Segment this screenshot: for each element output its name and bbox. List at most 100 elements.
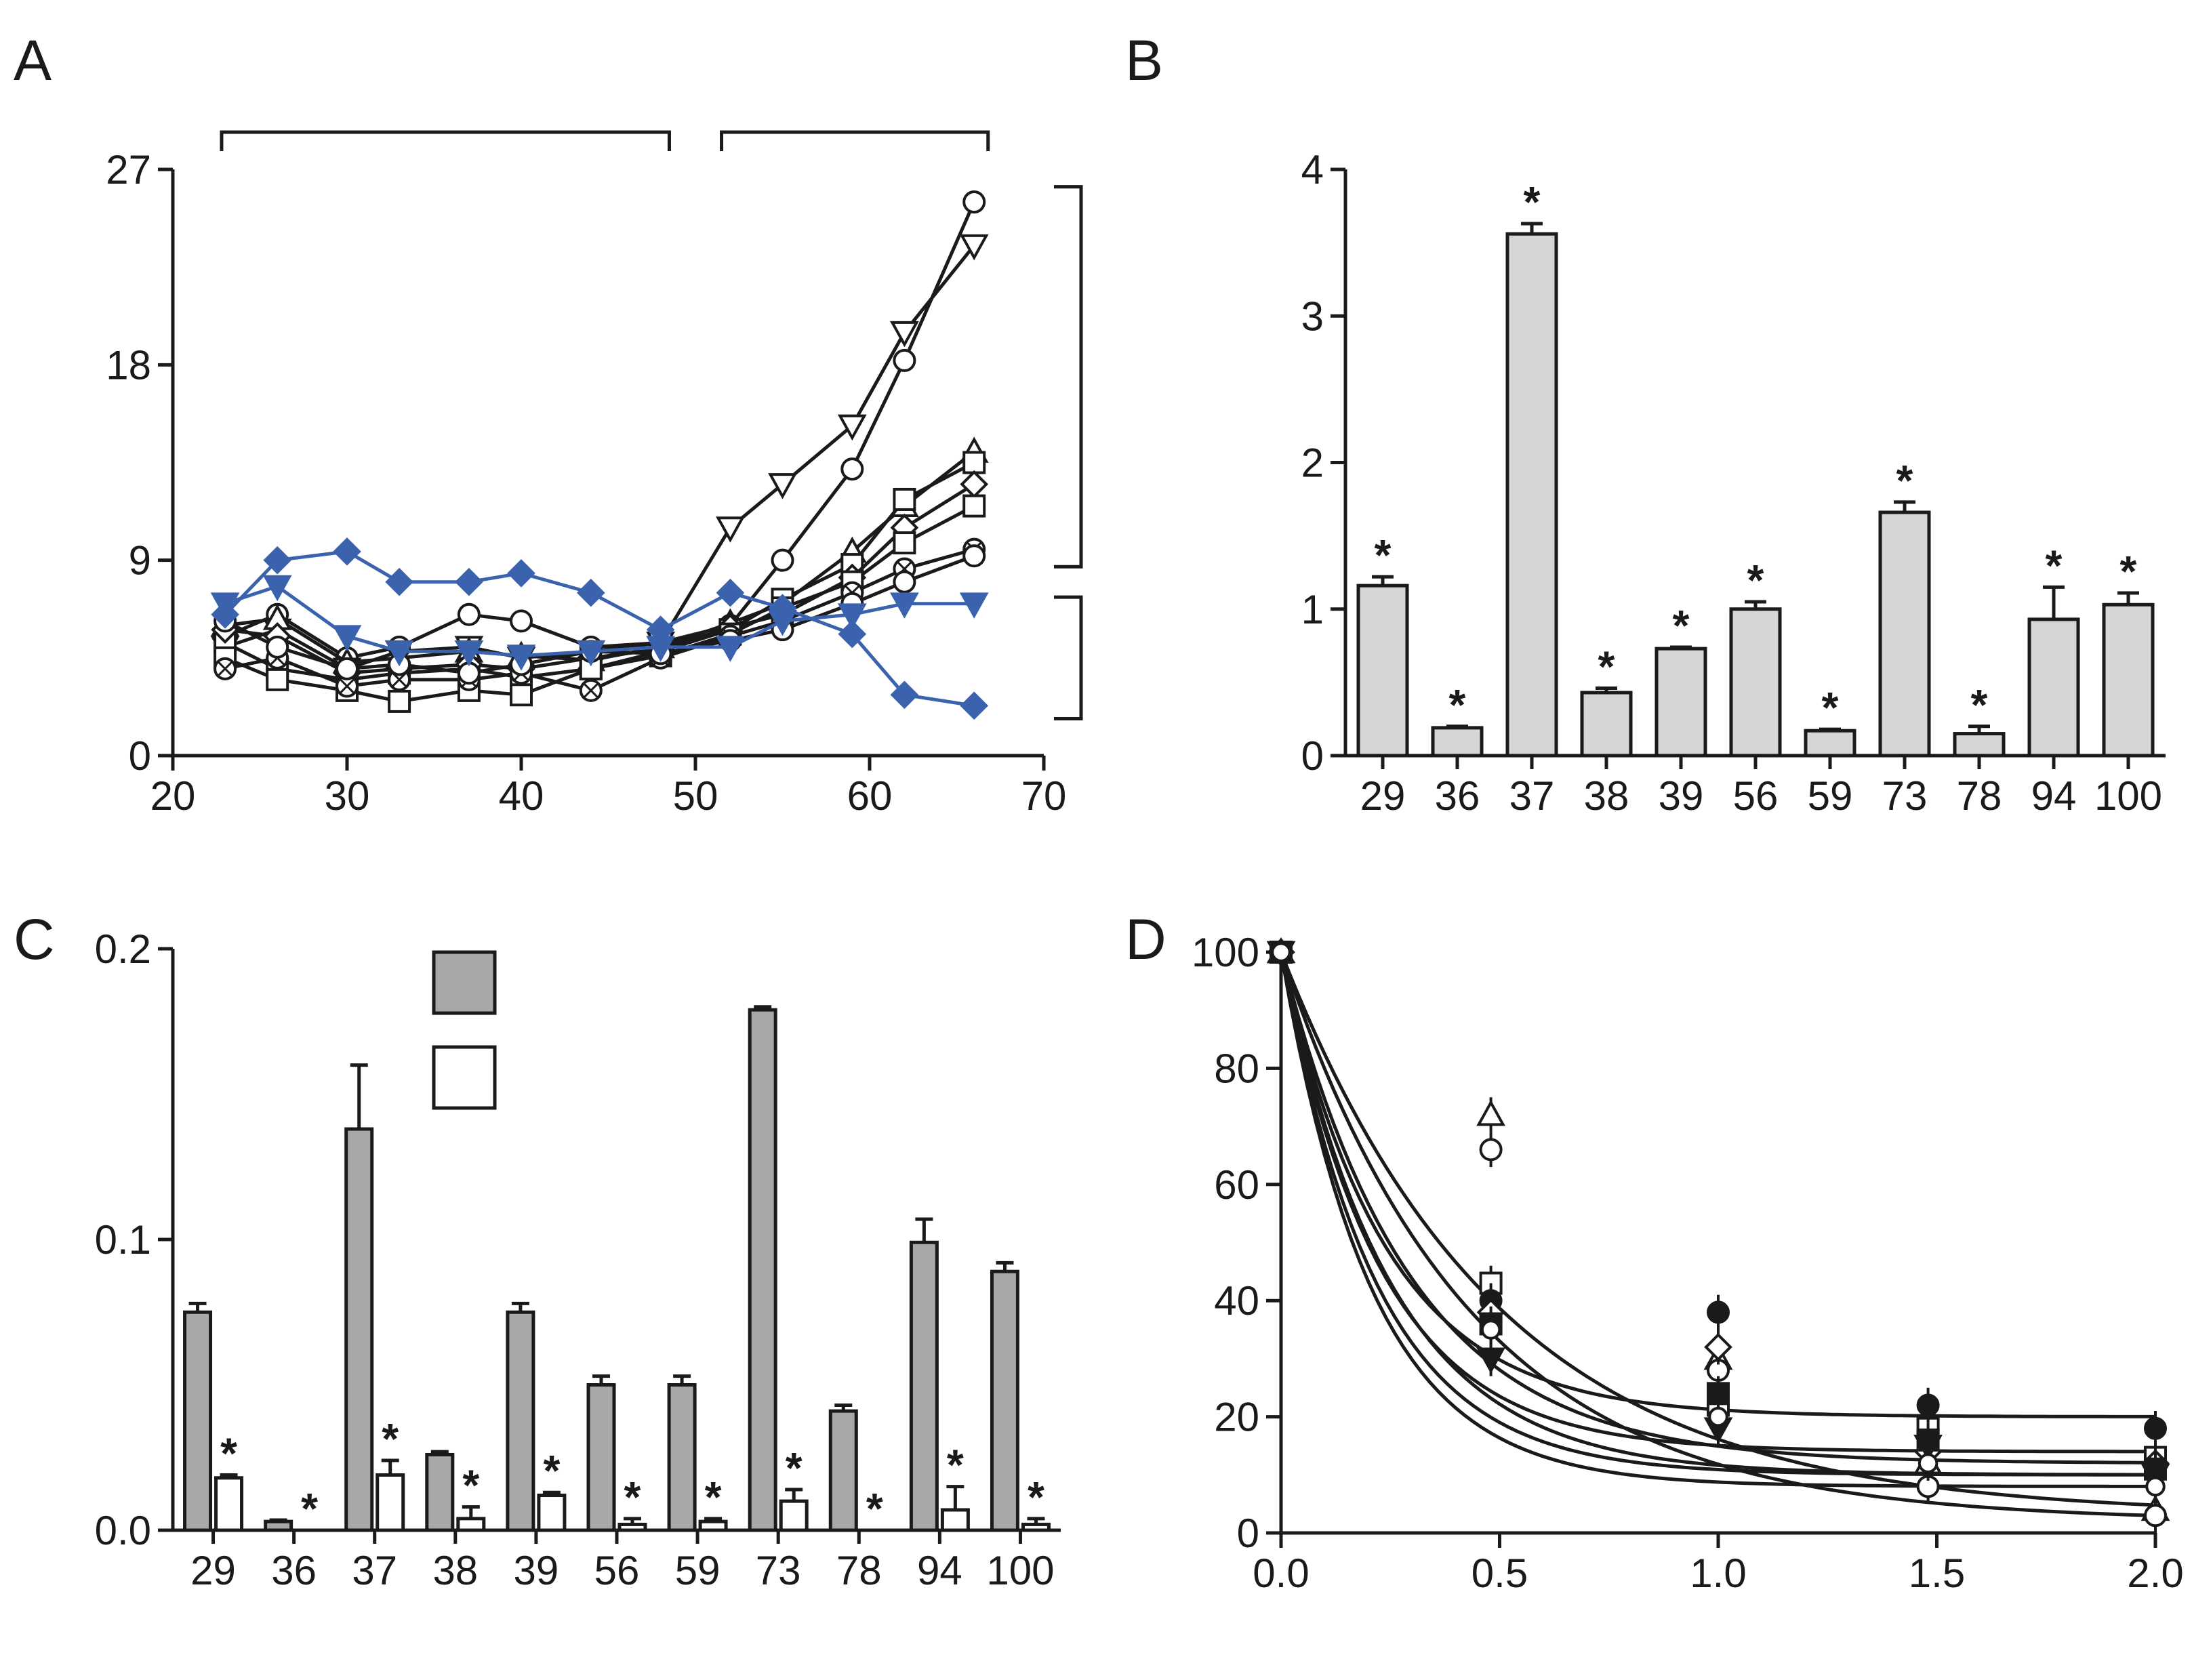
- data-point-S-triangle-down: [890, 592, 919, 619]
- significance-star: *: [1822, 683, 1839, 732]
- x-tick-label: 94: [917, 1548, 962, 1593]
- bar-control-100: [990, 1269, 1019, 1532]
- dose-bracket: [220, 130, 671, 151]
- x-tick-label: 39: [514, 1548, 559, 1593]
- data-point-R-square-b: [266, 668, 289, 691]
- y-tick-label: 9: [129, 538, 151, 583]
- data-point-R-triangle-down: [890, 321, 919, 348]
- x-tick-label: 73: [1882, 773, 1928, 819]
- x-tick-label: 1.0: [1690, 1551, 1746, 1596]
- data-point-R-circle-x-cross: [340, 678, 354, 694]
- significance-star: *: [2120, 547, 2137, 596]
- data-point-R-triangle-down: [716, 516, 745, 543]
- data-point-filled-circle: [1916, 1393, 1940, 1417]
- panel-a-line-chart: 0 9 18 27 20 30 40 50 60 70: [106, 130, 1083, 819]
- x-tick-label: 60: [847, 773, 893, 819]
- group-bracket: [1054, 185, 1083, 569]
- y-tick-label: 18: [106, 342, 151, 388]
- x-tick-label: 36: [271, 1548, 317, 1593]
- data-point-R-circle-low: [893, 570, 916, 594]
- y-tick-label: 2: [1301, 441, 1324, 486]
- y-tick-label: 3: [1301, 293, 1324, 339]
- x-tick-label: 78: [836, 1548, 882, 1593]
- dose-bracket: [720, 130, 990, 151]
- x-tick-label: 2.0: [2127, 1551, 2183, 1596]
- y-tick-label: 0.2: [95, 926, 151, 972]
- significance-star: *: [1598, 642, 1615, 691]
- panel-letter-B: B: [1125, 28, 1163, 92]
- bar-AMG517-56: [617, 1522, 647, 1532]
- significance-star: *: [1524, 178, 1541, 226]
- y-tick-label: 4: [1301, 147, 1324, 192]
- significance-star: *: [1896, 456, 1913, 505]
- data-point-S-triangle-down: [646, 636, 675, 662]
- bar-AMG517-39: [537, 1494, 567, 1532]
- bar-AMG517-37: [376, 1473, 405, 1532]
- significance-star: *: [866, 1484, 883, 1533]
- bar-37: [1505, 232, 1558, 758]
- bar-control-39: [506, 1310, 535, 1532]
- significance-star: *: [1971, 680, 1988, 729]
- data-point-S-triangle-down: [716, 636, 745, 662]
- data-point-S-triangle-down: [576, 640, 606, 667]
- significance-star: *: [624, 1473, 641, 1521]
- data-point-R-square-a: [893, 487, 916, 511]
- data-point-R-circle-top: [771, 548, 794, 572]
- bar-AMG517-73: [779, 1499, 809, 1532]
- x-tick-label: 37: [352, 1548, 397, 1593]
- data-point-R-square-b: [893, 531, 916, 555]
- data-point-S-triangle-down: [454, 640, 484, 667]
- x-tick-label: 38: [432, 1548, 478, 1593]
- data-point-circle-b: [1480, 1319, 1501, 1340]
- x-tick-label: 29: [190, 1548, 236, 1593]
- x-tick-label: 73: [756, 1548, 801, 1593]
- data-point-R-square-b: [388, 689, 411, 713]
- data-point-triangle-up: [1476, 1099, 1505, 1126]
- y-tick-label: 20: [1214, 1395, 1259, 1440]
- significance-star: *: [705, 1473, 722, 1521]
- significance-star: *: [382, 1414, 399, 1463]
- panel-d-dose-response: 0 20 40 60 80 100 0.0 0.5 1.0 1.5 2.0: [1192, 930, 2184, 1596]
- legend-swatch-AMG517: [432, 1045, 497, 1110]
- x-tick-label: 39: [1659, 773, 1704, 819]
- data-point-S-triangle-down: [959, 592, 989, 619]
- data-point-circle-b: [1917, 1453, 1939, 1473]
- data-point-S-diamond-high: [333, 537, 361, 566]
- x-tick-label: 38: [1584, 773, 1629, 819]
- data-point-S-triangle-down: [506, 644, 536, 671]
- significance-star: *: [1449, 680, 1466, 729]
- data-point-R-triangle-down: [959, 234, 989, 261]
- y-tick-label: 60: [1214, 1162, 1259, 1208]
- x-tick-label: 40: [499, 773, 544, 819]
- data-point-S-diamond-high: [716, 578, 745, 607]
- bar-AMG517-38: [456, 1517, 486, 1532]
- bar-29: [1356, 583, 1409, 758]
- data-point-S-triangle-down: [768, 609, 797, 636]
- data-point-S-diamond-high: [263, 546, 292, 575]
- bar-100: [2102, 602, 2155, 758]
- x-tick-label: 36: [1435, 773, 1480, 819]
- bar-AMG517-94: [940, 1508, 970, 1532]
- y-tick-label: 1: [1301, 587, 1324, 632]
- significance-star: *: [1028, 1473, 1044, 1521]
- data-point-R-circle-low: [266, 635, 289, 659]
- bar-39: [1655, 647, 1707, 758]
- significance-star: *: [220, 1429, 237, 1477]
- significance-star: *: [786, 1443, 803, 1492]
- significance-star: *: [2046, 541, 2063, 590]
- data-point-S-diamond-high: [890, 680, 919, 710]
- y-tick-label: 100: [1192, 930, 1259, 975]
- data-point-S-triangle-down: [384, 640, 414, 667]
- data-point-R-square-a: [962, 451, 986, 474]
- data-point-S-diamond-high: [455, 567, 483, 596]
- x-tick-label: 0.5: [1472, 1551, 1528, 1596]
- data-point-R-square-b: [510, 683, 533, 707]
- bar-AMG517-100: [1021, 1522, 1051, 1532]
- bar-control-56: [586, 1383, 616, 1532]
- bar-control-36: [264, 1519, 293, 1532]
- x-tick-label: 59: [1808, 773, 1853, 819]
- bar-94: [2027, 617, 2080, 758]
- data-point-R-triangle-down: [768, 473, 797, 499]
- bar-control-73: [748, 1008, 777, 1532]
